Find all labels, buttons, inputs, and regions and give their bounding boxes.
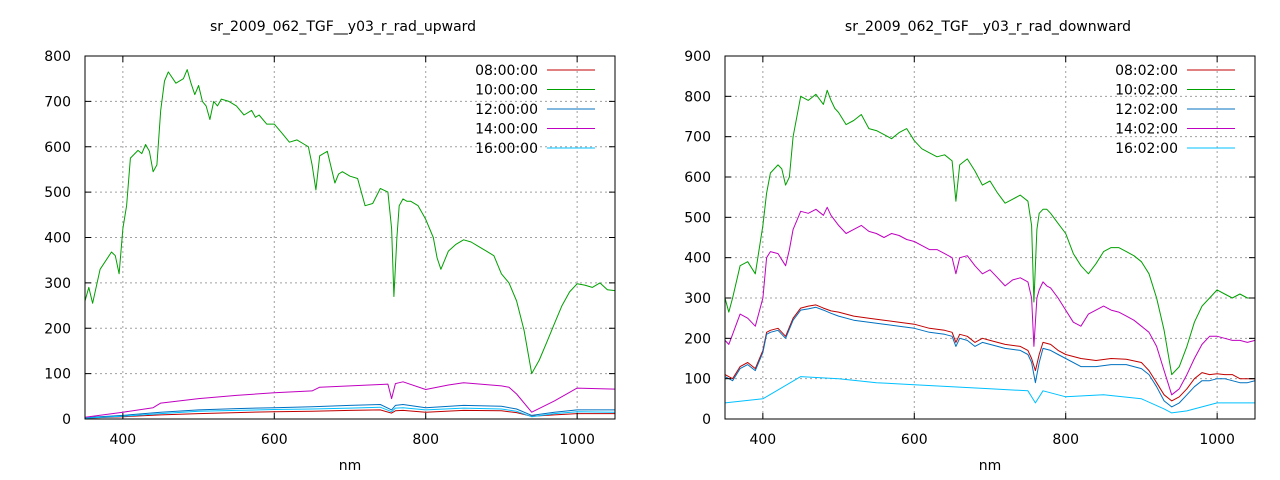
series-line	[725, 206, 1255, 396]
series-line	[85, 404, 615, 419]
y-tick-label: 500	[684, 210, 711, 226]
y-tick-label: 800	[44, 49, 71, 65]
y-tick-label: 300	[44, 276, 71, 292]
x-tick-label: 400	[109, 432, 136, 448]
y-tick-label: 500	[44, 185, 71, 201]
y-tick-label: 100	[684, 372, 711, 388]
y-tick-label: 0	[702, 412, 711, 428]
y-tick-label: 700	[684, 130, 711, 146]
x-tick-label: 1000	[1199, 432, 1235, 448]
x-tick-label: 800	[412, 432, 439, 448]
x-tick-label: 400	[749, 432, 776, 448]
plot-frame	[724, 55, 1256, 420]
y-tick-label: 400	[44, 231, 71, 247]
series-line	[725, 376, 1255, 414]
series-group	[85, 69, 615, 419]
x-tick-label: 1000	[559, 432, 595, 448]
y-tick-label: 600	[44, 140, 71, 156]
series-line	[85, 381, 615, 418]
y-tick-label: 800	[684, 89, 711, 105]
y-tick-label: 200	[684, 331, 711, 347]
chart-title: sr_2009_062_TGF__y03_r_rad_downward	[845, 19, 1131, 35]
legend-label: 16:02:00	[1115, 141, 1178, 157]
downward-radiance-panel: sr_2009_062_TGF__y03_r_rad_downward 400 60…	[684, 19, 1256, 474]
y-tick-label: 0	[62, 412, 71, 428]
series-line	[725, 89, 1255, 376]
series-group	[725, 89, 1255, 414]
series-line	[85, 69, 615, 375]
y-tick-label: 400	[684, 251, 711, 267]
series-line	[85, 406, 615, 419]
y-tick-label: 900	[684, 49, 711, 65]
y-tick-label: 200	[44, 321, 71, 337]
legend-label: 08:02:00	[1115, 63, 1178, 79]
x-tick-label: 600	[261, 432, 288, 448]
legend-label: 08:00:00	[475, 63, 538, 79]
x-tick-label: 600	[901, 432, 928, 448]
legend-label: 10:00:00	[475, 83, 538, 99]
y-tick-label: 700	[44, 94, 71, 110]
legend-label: 10:02:00	[1115, 83, 1178, 99]
legend-label: 12:00:00	[475, 102, 538, 118]
legend-label: 12:02:00	[1115, 102, 1178, 118]
series-line	[725, 304, 1255, 402]
legend-label: 14:02:00	[1115, 122, 1178, 138]
chart-title: sr_2009_062_TGF__y03_r_rad_upward	[210, 19, 476, 35]
y-tick-label: 300	[684, 291, 711, 307]
x-axis-label: nm	[339, 458, 362, 474]
y-tick-label: 600	[684, 170, 711, 186]
series-line	[85, 409, 615, 419]
series-line	[725, 306, 1255, 408]
y-tick-label: 100	[44, 367, 71, 383]
x-tick-label: 800	[1052, 432, 1079, 448]
upward-radiance-panel: sr_2009_062_TGF__y03_r_rad_upward 400 600 8…	[44, 19, 616, 474]
legend-label: 14:00:00	[475, 122, 538, 138]
legend-label: 16:00:00	[475, 141, 538, 157]
x-axis-label: nm	[979, 458, 1002, 474]
